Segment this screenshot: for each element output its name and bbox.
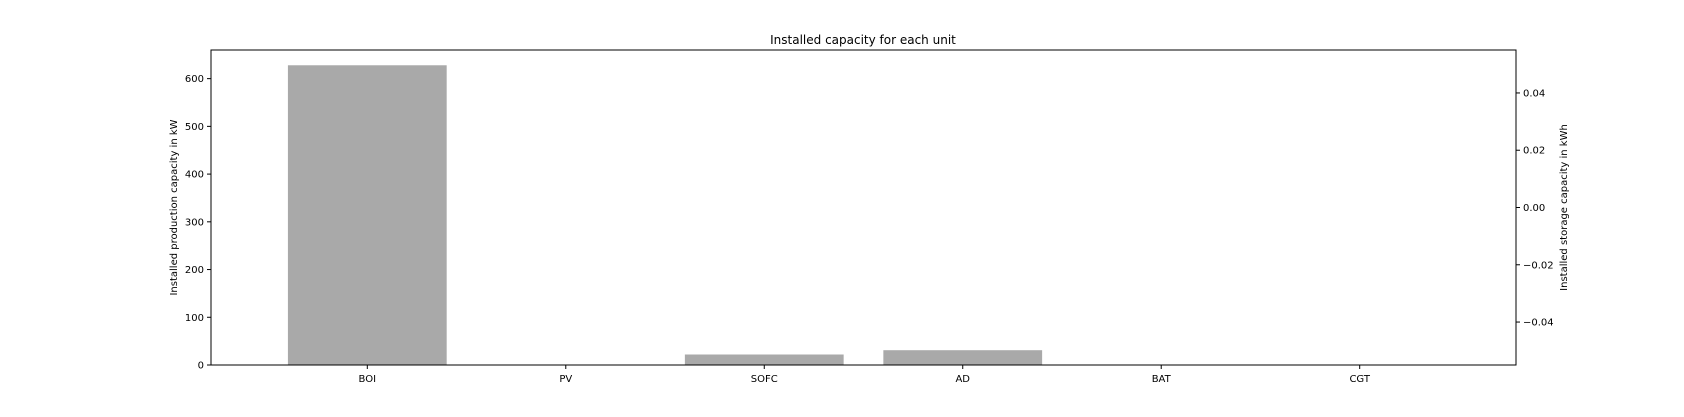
y2-tick-label: 0.00 [1523, 203, 1545, 214]
chart-title: Installed capacity for each unit [770, 33, 956, 47]
y-tick-label: 200 [185, 265, 204, 276]
y-axis-label: Installed production capacity in kW [169, 119, 180, 295]
y-axis-right: −0.04 −0.02 0.00 0.02 0.04 [1516, 88, 1554, 329]
bar-sofc [684, 354, 844, 365]
x-tick-label: CGT [1349, 374, 1370, 385]
y-tick-label: 100 [185, 313, 204, 324]
y2-tick-label: 0.04 [1523, 88, 1545, 99]
x-tick-label: AD [955, 374, 970, 385]
y-tick-label: 600 [185, 74, 204, 85]
x-tick-label: PV [559, 374, 572, 385]
x-tick-label: BAT [1152, 374, 1172, 385]
y-tick-label: 400 [185, 170, 204, 181]
x-tick-label: BOI [359, 374, 377, 385]
y-axis-left: 0 100 200 300 400 500 600 [185, 74, 211, 372]
y2-tick-label: 0.02 [1523, 146, 1545, 157]
y-tick-label: 0 [198, 361, 204, 372]
y2-tick-label: −0.02 [1523, 260, 1554, 271]
y-tick-label: 300 [185, 217, 204, 228]
y-tick-label: 500 [185, 122, 204, 133]
bar-ad [883, 350, 1043, 365]
y2-tick-label: −0.04 [1523, 318, 1554, 329]
y2-axis-label: Installed storage capacity in kWh [1559, 124, 1570, 291]
bar-boi [287, 65, 447, 366]
x-tick-label: SOFC [751, 374, 778, 385]
bar-group [287, 65, 1043, 366]
x-axis: BOI PV SOFC AD BAT CGT [359, 365, 1371, 385]
